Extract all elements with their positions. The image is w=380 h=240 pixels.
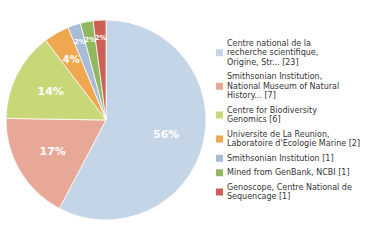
data-label: 4%	[63, 54, 80, 65]
legend-label: Universite de La Reunion,Laboratoire d'E…	[227, 130, 360, 149]
pie-slice	[6, 118, 106, 208]
legend-label: Smithsonian Institution,National Museum …	[227, 72, 339, 100]
legend-swatch	[216, 155, 223, 162]
legend-label: Centre national de larecherche scientifi…	[227, 39, 318, 67]
legend-label: Genoscope, Centre National deSequencage …	[227, 183, 352, 202]
legend-label-line: Mined from GenBank, NCBI [1]	[227, 168, 350, 177]
legend-item: Centre national de larecherche scientifi…	[216, 39, 318, 67]
legend-swatch	[216, 49, 223, 56]
chart: 56%17%14%4%2%2%2%Centre national de lare…	[0, 0, 380, 240]
legend-label-line: recherche scientifique,	[227, 48, 318, 57]
data-label: 17%	[39, 145, 65, 158]
data-label: 56%	[153, 128, 179, 141]
data-label: 14%	[38, 85, 64, 98]
legend-label-line: Centre national de la	[227, 39, 311, 48]
legend-swatch	[216, 83, 223, 90]
legend-label-line: Centre for Biodiversity	[227, 106, 317, 115]
legend-swatch	[216, 169, 223, 176]
legend-item: Mined from GenBank, NCBI [1]	[216, 168, 350, 177]
legend-swatch	[216, 136, 223, 143]
legend-label-line: Smithsonian Institution,	[227, 72, 322, 81]
data-label: 2%	[95, 34, 107, 42]
legend-label-line: Origine, Str... [23]	[227, 58, 299, 67]
pie-slice	[80, 21, 106, 120]
legend-label: Mined from GenBank, NCBI [1]	[227, 168, 350, 177]
legend-swatch	[216, 189, 223, 196]
legend-item: Smithsonian Institution,National Museum …	[216, 72, 339, 100]
legend-label-line: Sequencage [1]	[227, 192, 290, 201]
legend-item: Centre for BiodiversityGenomics [6]	[216, 106, 317, 125]
legend-item: Smithsonian Institution [1]	[216, 154, 334, 163]
legend-label-line: History... [7]	[227, 91, 276, 100]
legend-label-line: Genoscope, Centre National de	[227, 183, 352, 192]
pie	[6, 20, 206, 220]
legend: Centre national de larecherche scientifi…	[216, 39, 360, 202]
data-labels: 56%17%14%4%2%2%2%	[38, 34, 180, 158]
legend-label-line: National Museum of Natural	[227, 82, 339, 91]
legend-label: Smithsonian Institution [1]	[227, 154, 334, 163]
legend-label-line: Universite de La Reunion,	[227, 130, 330, 139]
legend-swatch	[216, 112, 223, 119]
legend-label: Centre for BiodiversityGenomics [6]	[227, 106, 317, 125]
legend-label-line: Smithsonian Institution [1]	[227, 154, 334, 163]
pie-slice	[93, 20, 106, 120]
legend-item: Genoscope, Centre National deSequencage …	[216, 183, 352, 202]
legend-label-line: Laboratoire d'Ecologie Marine [2]	[227, 139, 360, 148]
legend-item: Universite de La Reunion,Laboratoire d'E…	[216, 130, 360, 149]
legend-label-line: Genomics [6]	[227, 115, 281, 124]
